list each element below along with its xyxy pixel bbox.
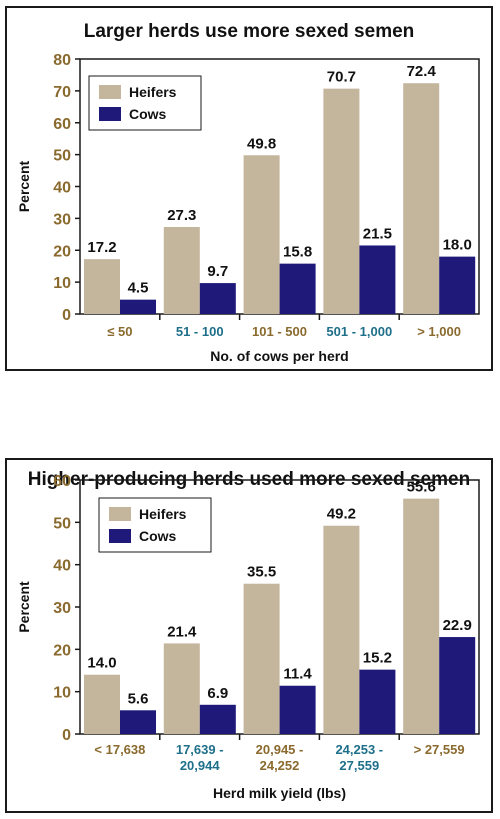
legend-label-heifers: Heifers [139, 506, 187, 522]
data-label: 14.0 [87, 655, 116, 672]
legend-swatch-heifers [109, 507, 131, 521]
legend-label-cows: Cows [129, 106, 167, 122]
data-label: 15.2 [363, 650, 392, 667]
data-label: 15.8 [283, 244, 312, 261]
herd-size-chart-panel: Larger herds use more sexed semen 0 10 20 3… [5, 6, 493, 371]
x-category-label: 101 - 500 [252, 324, 307, 339]
y-tick-label: 80 [53, 52, 71, 69]
data-label: 6.9 [207, 685, 228, 702]
y-tick-label: 30 [53, 600, 71, 617]
y-tick-label: 50 [53, 148, 71, 165]
data-label: 27.3 [167, 207, 196, 224]
legend: Heifers Cows [98, 497, 212, 553]
y-tick-label: 0 [62, 727, 71, 744]
legend-swatch-cows [99, 107, 121, 121]
bar-heifers-2 [243, 583, 280, 734]
y-tick-label: 50 [53, 515, 71, 532]
data-label: 4.5 [128, 280, 149, 297]
data-label: 11.4 [283, 666, 312, 683]
y-axis-title: Percent [16, 160, 32, 212]
chart-title: Larger herds use more sexed semen [83, 21, 415, 42]
bar-heifers-0 [84, 259, 120, 314]
bar-cows-3 [359, 245, 396, 314]
bar-heifers-1 [163, 643, 200, 734]
bar-heifers-4 [403, 498, 440, 734]
y-tick-label: 40 [53, 180, 71, 197]
bar-cows-4 [439, 256, 476, 314]
x-axis-title: Herd milk yield (lbs) [213, 785, 346, 801]
x-category-label: 24,253 -27,559 [335, 742, 383, 773]
milk-yield-chart-panel: Higher-producing herds used more sexed s… [5, 458, 493, 813]
bar-cows-0 [120, 299, 156, 314]
data-label: 9.7 [207, 263, 228, 280]
data-label: 70.7 [327, 69, 356, 86]
y-axis-title: Percent [16, 581, 32, 633]
data-label: 18.0 [443, 237, 472, 254]
bar-cows-1 [199, 283, 236, 314]
data-label: 22.9 [443, 617, 472, 634]
data-label: 72.4 [407, 63, 437, 80]
bar-cows-1 [199, 704, 236, 734]
x-category-label: ≤ 50 [107, 324, 132, 339]
data-label: 35.5 [247, 564, 276, 581]
bar-cows-2 [279, 685, 316, 734]
y-tick-label: 70 [53, 84, 71, 101]
y-tick-label: 20 [53, 243, 71, 260]
x-category-label: 20,945 -24,252 [256, 742, 304, 773]
x-category-label: < 17,638 [94, 742, 145, 757]
y-tick-label: 40 [53, 558, 71, 575]
y-tick-label: 0 [62, 307, 71, 324]
legend-label-heifers: Heifers [129, 84, 177, 100]
y-tick-label: 20 [53, 642, 71, 659]
herd-size-chart: 0 10 20 30 40 50 60 70 80 Percent 17.2 27.3 49.8 70.7… [16, 52, 480, 364]
x-category-label: > 1,000 [417, 324, 461, 339]
y-tick-label: 30 [53, 211, 71, 228]
y-tick-label: 10 [53, 275, 71, 292]
y-tick-label: 60 [53, 116, 71, 133]
bar-heifers-3 [323, 88, 360, 314]
bar-cows-0 [120, 710, 156, 734]
legend: Heifers Cows [88, 75, 202, 131]
data-label: 49.2 [327, 506, 356, 523]
y-tick-label: 10 [53, 685, 71, 702]
data-label: 55.6 [407, 479, 436, 496]
data-label: 21.4 [167, 623, 197, 640]
legend-swatch-cows [109, 529, 131, 543]
bar-heifers-1 [163, 226, 200, 314]
data-label: 21.5 [363, 225, 392, 242]
x-category-label: 17,639 -20,944 [176, 742, 224, 773]
bar-heifers-0 [84, 674, 120, 734]
x-axis-title: No. of cows per herd [210, 348, 348, 364]
x-category-label: > 27,559 [414, 742, 465, 757]
bar-heifers-3 [323, 525, 360, 734]
legend-label-cows: Cows [139, 528, 177, 544]
y-tick-label: 60 [53, 473, 71, 490]
x-category-label: 501 - 1,000 [326, 324, 392, 339]
data-label: 17.2 [87, 239, 116, 256]
x-category-label: 51 - 100 [176, 324, 224, 339]
bar-cows-3 [359, 669, 396, 734]
bar-heifers-2 [243, 155, 280, 314]
data-label: 49.8 [247, 135, 276, 152]
bar-heifers-4 [403, 83, 440, 314]
legend-swatch-heifers [99, 85, 121, 99]
bar-cows-2 [279, 263, 316, 314]
milk-yield-chart: 0 10 20 30 40 50 60 Percent 14.0 21.4 35.5 49.2 55.6… [16, 473, 480, 801]
bar-cows-4 [439, 637, 476, 734]
data-label: 5.6 [128, 690, 149, 707]
